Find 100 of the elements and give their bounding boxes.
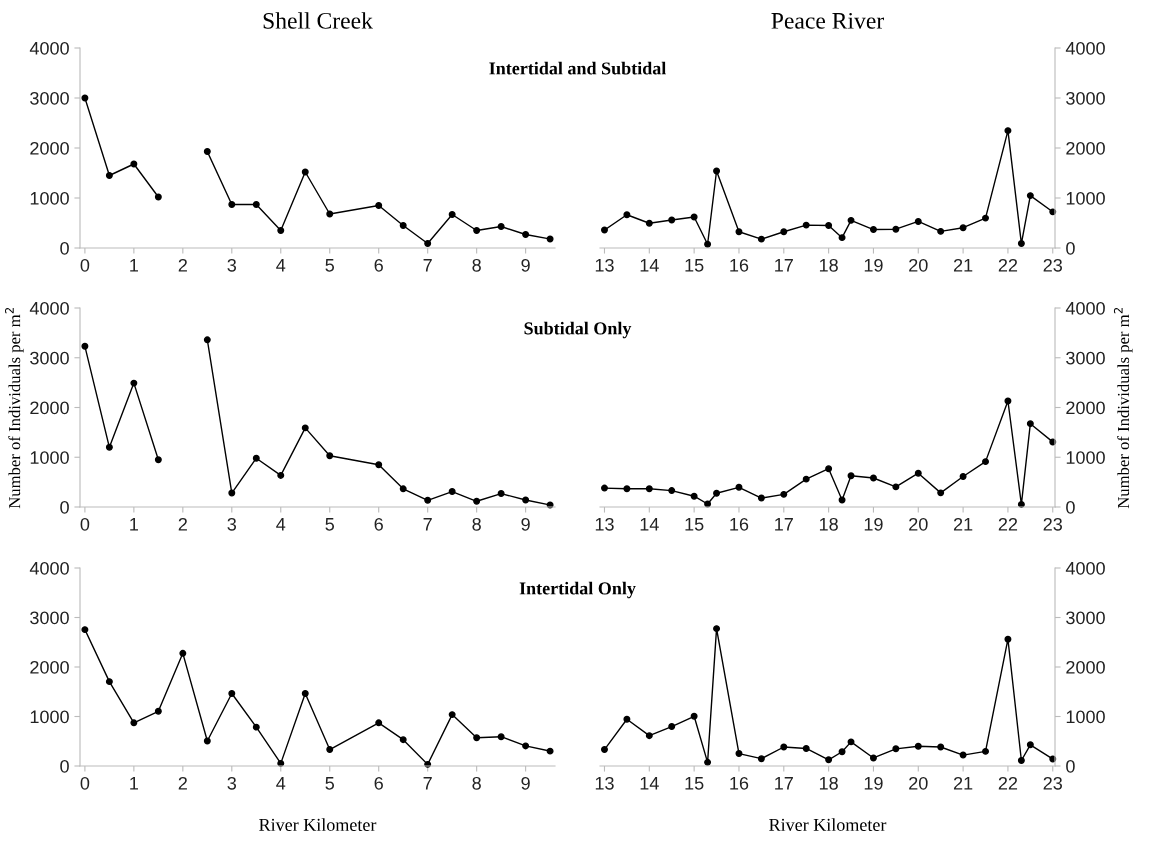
y-tick-label: 4000 [29, 41, 69, 55]
point [228, 489, 236, 497]
point [623, 211, 631, 219]
x-axis-title: River Kilometer [259, 818, 377, 831]
point [601, 226, 608, 234]
point [105, 172, 113, 179]
point [522, 496, 530, 504]
y-tick-label: 3000 [30, 351, 69, 365]
y2-tick-label: 0 [1066, 500, 1075, 514]
point [105, 678, 113, 686]
point [982, 214, 989, 222]
x-tick-label: 21 [953, 776, 973, 790]
point [838, 748, 846, 756]
x-tick-label: 13 [595, 517, 614, 531]
x-tick-label: 8 [472, 517, 481, 531]
x-tick-label: 22 [998, 776, 1018, 790]
x-tick-label: 5 [325, 518, 335, 531]
x-tick-label: 4 [276, 518, 286, 531]
point [375, 461, 383, 469]
x-tick-label: 0 [80, 517, 90, 531]
point [399, 222, 407, 229]
point [704, 500, 712, 508]
x-tick-label: 14 [640, 259, 659, 272]
point [326, 746, 334, 753]
point [623, 485, 631, 493]
point [1004, 127, 1012, 135]
point [623, 715, 631, 723]
y2-tick-label: 1000 [1066, 451, 1105, 464]
x-tick-label: 4 [276, 259, 286, 272]
point [802, 221, 810, 229]
x-tick-label: 18 [819, 776, 838, 790]
point [838, 234, 846, 242]
point [847, 216, 855, 224]
point [154, 193, 162, 201]
y2-tick-label: 3000 [1066, 611, 1105, 625]
x-tick-label: 5 [325, 259, 335, 272]
y-tick-label: 2000 [30, 401, 69, 415]
point [825, 222, 833, 229]
y2-tick-label: 4000 [1065, 561, 1105, 575]
y-tick-label: 1000 [30, 710, 69, 724]
y2-tick-label: 0 [1066, 241, 1075, 255]
point [1004, 397, 1012, 405]
y2-tick-label: 0 [1066, 759, 1075, 773]
point [780, 228, 788, 236]
x-tick-label: 16 [730, 517, 749, 531]
y-tick-label: 0 [60, 500, 69, 514]
point [179, 649, 187, 657]
x-tick-label: 1 [130, 259, 139, 272]
point [424, 240, 432, 247]
y-tick-label: 1000 [30, 191, 69, 205]
point [522, 231, 530, 238]
point [203, 737, 211, 745]
x-tick-label: 9 [521, 517, 530, 531]
point [645, 219, 653, 227]
point [869, 226, 877, 234]
point [105, 443, 113, 451]
x-tick-label: 20 [909, 258, 928, 272]
point [690, 712, 698, 720]
point [546, 235, 554, 243]
y-tick-label: 1000 [30, 451, 69, 464]
point [81, 626, 89, 634]
y-tick-label: 0 [60, 241, 69, 255]
x-tick-label: 20 [909, 517, 928, 531]
point [668, 487, 676, 495]
y-axis-title: Number of Individuals per m$^{2}$ [5, 307, 24, 509]
y-tick-label: 3000 [30, 611, 69, 625]
y2-axis-title: Number of Individuals per m$^{2}$ [1113, 307, 1133, 509]
chart-title: Peace River [771, 12, 884, 29]
point [668, 723, 676, 731]
x-tick-label: 3 [227, 258, 237, 272]
y2-tick-label: 1000 [1066, 710, 1105, 724]
point [937, 489, 945, 497]
point [959, 751, 967, 759]
point [473, 497, 481, 505]
point [802, 475, 810, 483]
x-tick-label: 8 [472, 776, 481, 790]
point [228, 201, 236, 208]
point [277, 471, 285, 479]
x-tick-label: 17 [775, 518, 793, 531]
point [735, 750, 743, 758]
y-tick-label: 3000 [30, 91, 69, 105]
x-tick-label: 19 [864, 517, 883, 531]
point [1004, 635, 1012, 643]
point [228, 690, 236, 698]
point [301, 168, 309, 176]
x-tick-label: 0 [80, 258, 90, 272]
point [780, 743, 788, 751]
x-tick-label: 4 [276, 777, 286, 790]
x-tick-label: 14 [640, 777, 659, 790]
x-tick-label: 1 [130, 777, 139, 790]
point [825, 756, 833, 764]
point [497, 733, 505, 741]
point [252, 723, 260, 731]
point [601, 484, 608, 492]
point [546, 747, 554, 755]
y2-tick-label: 1000 [1066, 191, 1105, 205]
x-tick-label: 23 [1043, 776, 1063, 790]
point [81, 342, 89, 350]
x-tick-label: 16 [730, 258, 749, 272]
x-tick-label: 22 [998, 517, 1018, 531]
